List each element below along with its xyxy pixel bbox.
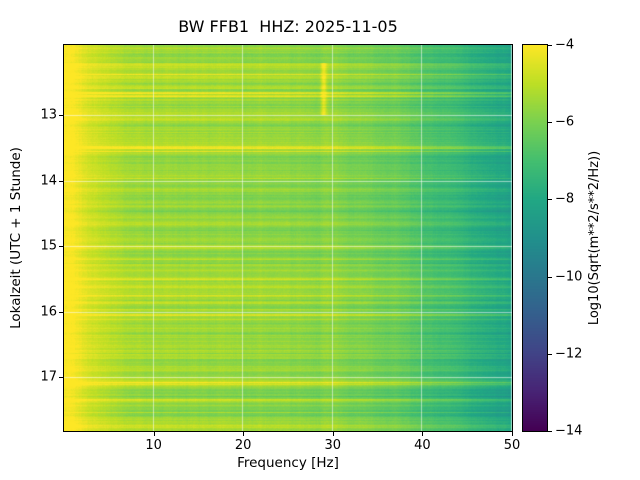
x-tick-label: 50 <box>503 438 521 453</box>
y-axis-label: Lokalzeit (UTC + 1 Stunde) <box>8 147 24 329</box>
chart-title: BW FFB1 HHZ: 2025-11-05 <box>178 17 398 36</box>
y-tick-label: 13 <box>40 107 57 123</box>
y-tick <box>59 246 63 248</box>
colorbar-gradient <box>522 44 548 432</box>
colorbar-tick-label: −14 <box>555 423 583 439</box>
x-tick <box>422 432 424 436</box>
y-tick-label: 16 <box>40 304 57 320</box>
colorbar-tick-label: −6 <box>555 114 575 130</box>
x-tick-label: 40 <box>414 438 431 453</box>
x-tick <box>243 432 245 436</box>
x-tick <box>512 432 513 436</box>
x-tick-label: 30 <box>324 438 342 453</box>
colorbar-tick <box>548 122 552 124</box>
y-tick-label: 15 <box>40 238 57 254</box>
colorbar-tick-label: −10 <box>555 269 583 285</box>
colorbar-tick <box>548 45 552 46</box>
x-axis-label: Frequency [Hz] <box>237 455 339 471</box>
y-tick <box>59 377 63 379</box>
colorbar-tick <box>548 353 552 355</box>
colorbar-tick-label: −12 <box>555 346 583 362</box>
y-tick <box>59 180 63 182</box>
y-tick <box>59 115 63 117</box>
spectrogram-heatmap <box>63 44 513 432</box>
colorbar-label: Log10(Sqrt(m**2/s**2/Hz)) <box>587 150 602 326</box>
colorbar-tick <box>548 276 552 278</box>
x-tick <box>332 432 334 436</box>
x-tick-label: 10 <box>145 438 162 453</box>
y-tick <box>59 311 63 313</box>
y-tick-label: 17 <box>40 369 57 385</box>
y-tick-label: 14 <box>40 173 57 189</box>
colorbar-tick-label: −4 <box>555 37 575 53</box>
x-tick <box>153 432 155 436</box>
x-tick-label: 20 <box>234 438 252 453</box>
colorbar-tick <box>548 431 552 432</box>
colorbar-tick-label: −8 <box>555 191 575 207</box>
colorbar-tick <box>548 199 552 201</box>
